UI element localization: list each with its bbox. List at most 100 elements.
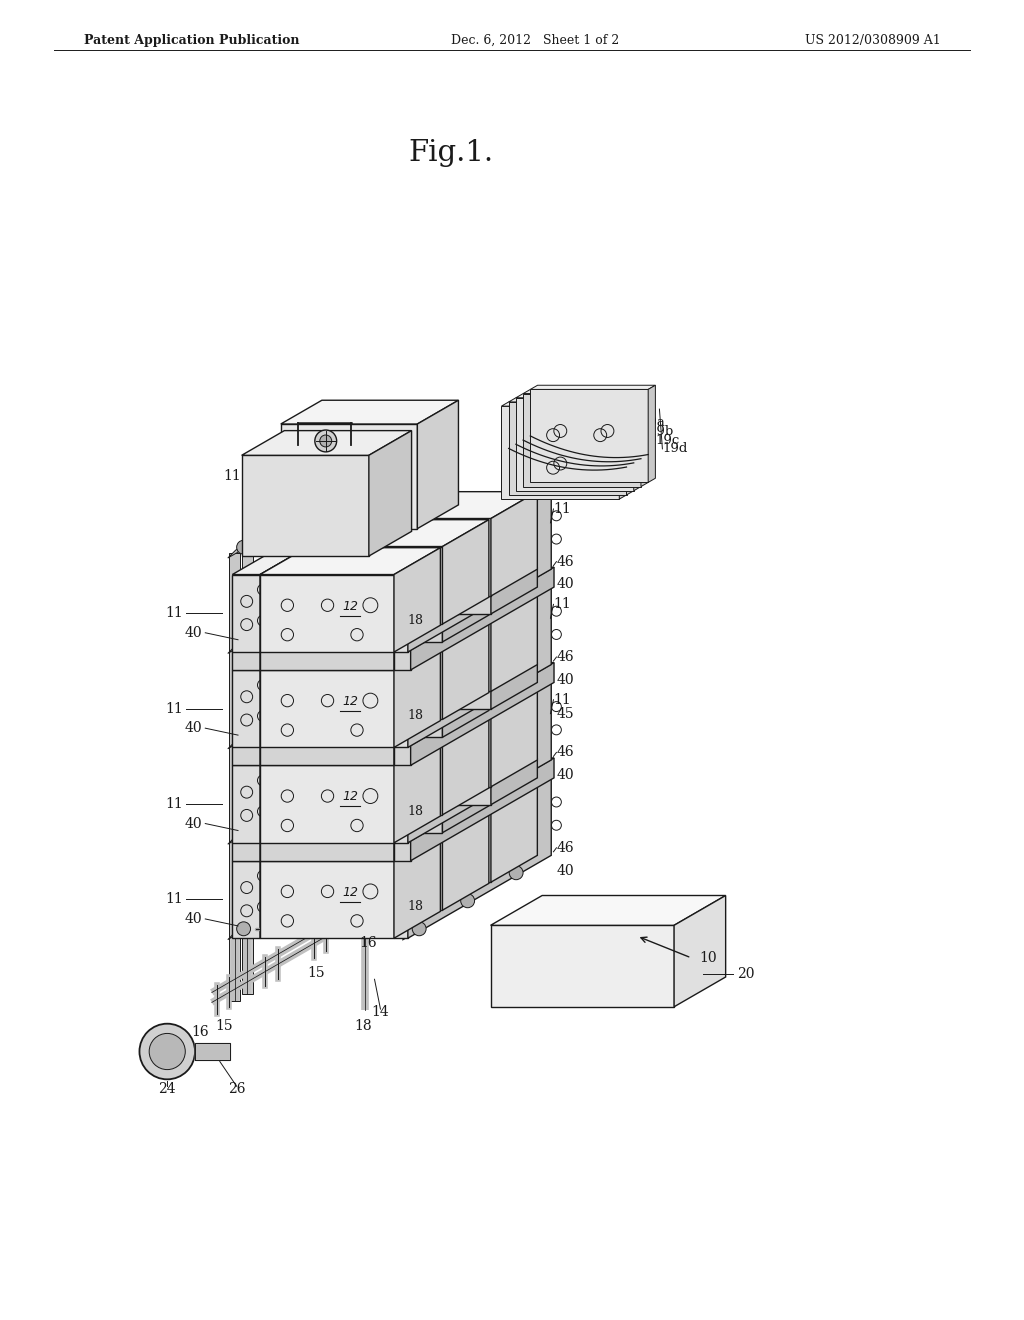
- Text: 16: 16: [359, 936, 378, 950]
- Polygon shape: [394, 814, 440, 861]
- Circle shape: [413, 636, 426, 649]
- Polygon shape: [442, 615, 488, 719]
- Polygon shape: [402, 471, 549, 558]
- Polygon shape: [195, 1043, 229, 1060]
- Polygon shape: [402, 756, 549, 845]
- Text: Patent Application Publication: Patent Application Publication: [84, 34, 299, 48]
- Polygon shape: [308, 807, 488, 833]
- Polygon shape: [509, 397, 634, 401]
- Polygon shape: [411, 568, 554, 671]
- Polygon shape: [357, 663, 538, 689]
- Circle shape: [509, 771, 523, 784]
- Text: 18: 18: [408, 709, 423, 722]
- Polygon shape: [260, 682, 403, 843]
- Polygon shape: [232, 758, 403, 841]
- Text: 40: 40: [556, 863, 574, 878]
- Text: 19a: 19a: [641, 416, 666, 429]
- Polygon shape: [260, 861, 394, 939]
- Polygon shape: [394, 587, 551, 671]
- Text: 46: 46: [556, 554, 574, 569]
- Text: 11: 11: [553, 598, 571, 611]
- Polygon shape: [260, 758, 403, 861]
- Text: 11: 11: [165, 797, 182, 810]
- Text: 11: 11: [553, 693, 571, 706]
- Polygon shape: [394, 568, 554, 649]
- Polygon shape: [394, 738, 440, 843]
- Polygon shape: [357, 519, 490, 597]
- Polygon shape: [232, 766, 260, 843]
- Polygon shape: [232, 671, 260, 747]
- Polygon shape: [523, 389, 648, 393]
- Polygon shape: [394, 746, 411, 766]
- Polygon shape: [260, 671, 394, 747]
- Polygon shape: [232, 587, 403, 671]
- Text: 18: 18: [408, 805, 423, 818]
- Circle shape: [461, 894, 474, 908]
- Circle shape: [314, 430, 337, 451]
- Polygon shape: [394, 861, 408, 939]
- Polygon shape: [641, 389, 648, 487]
- Text: 11: 11: [553, 502, 571, 516]
- Text: 45: 45: [556, 706, 574, 721]
- Polygon shape: [260, 841, 394, 861]
- Text: 46: 46: [556, 841, 574, 855]
- Text: 40: 40: [184, 817, 203, 830]
- Polygon shape: [490, 682, 538, 787]
- Polygon shape: [260, 574, 394, 652]
- Polygon shape: [408, 682, 551, 843]
- Text: 40: 40: [556, 673, 574, 686]
- Polygon shape: [357, 785, 490, 805]
- Text: 11: 11: [165, 702, 182, 715]
- Polygon shape: [227, 661, 373, 748]
- Polygon shape: [394, 548, 440, 652]
- Polygon shape: [411, 758, 554, 861]
- Text: 11: 11: [165, 606, 182, 620]
- Polygon shape: [490, 925, 674, 1007]
- Polygon shape: [369, 430, 412, 556]
- Polygon shape: [357, 614, 490, 692]
- Circle shape: [334, 484, 347, 498]
- Polygon shape: [394, 834, 440, 939]
- Polygon shape: [648, 385, 655, 482]
- Polygon shape: [523, 393, 641, 487]
- Circle shape: [509, 866, 523, 879]
- Polygon shape: [308, 595, 488, 622]
- Polygon shape: [620, 401, 627, 499]
- Polygon shape: [442, 595, 488, 642]
- Circle shape: [334, 771, 347, 784]
- Polygon shape: [530, 385, 655, 389]
- Circle shape: [319, 436, 332, 447]
- Polygon shape: [442, 520, 488, 624]
- Text: 26: 26: [228, 1082, 246, 1097]
- Text: 14: 14: [372, 1005, 389, 1019]
- Polygon shape: [232, 568, 403, 649]
- Text: 19b: 19b: [648, 425, 673, 438]
- Polygon shape: [260, 746, 394, 766]
- Polygon shape: [308, 690, 488, 718]
- Circle shape: [285, 607, 299, 622]
- Polygon shape: [408, 777, 551, 939]
- Circle shape: [509, 484, 523, 498]
- Circle shape: [461, 704, 474, 717]
- Polygon shape: [260, 814, 440, 841]
- Polygon shape: [394, 682, 551, 766]
- Polygon shape: [260, 587, 403, 747]
- Circle shape: [237, 731, 251, 744]
- Circle shape: [237, 636, 251, 649]
- Text: 15: 15: [215, 1019, 232, 1034]
- Polygon shape: [260, 766, 394, 843]
- Polygon shape: [281, 400, 459, 424]
- Polygon shape: [260, 643, 440, 671]
- Polygon shape: [627, 397, 634, 495]
- Polygon shape: [490, 777, 538, 882]
- Polygon shape: [232, 574, 260, 652]
- Polygon shape: [260, 649, 394, 671]
- Polygon shape: [394, 718, 440, 766]
- Polygon shape: [674, 895, 726, 1007]
- Polygon shape: [516, 393, 641, 397]
- Polygon shape: [408, 491, 551, 652]
- Circle shape: [139, 1024, 195, 1080]
- Text: 16: 16: [191, 1026, 209, 1039]
- Polygon shape: [411, 663, 554, 766]
- Polygon shape: [490, 895, 726, 925]
